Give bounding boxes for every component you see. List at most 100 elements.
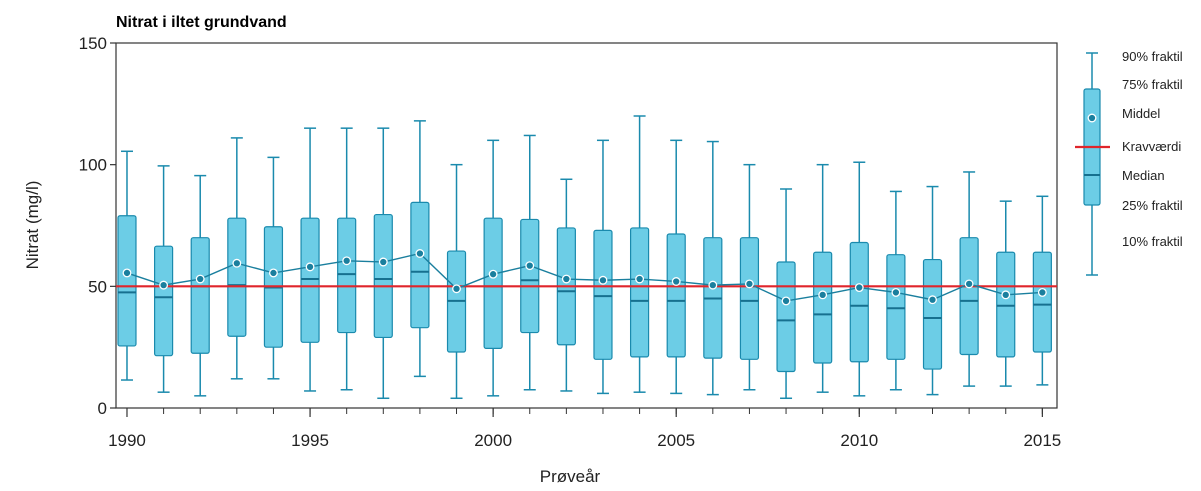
mean-point xyxy=(928,295,937,305)
x-tick-label: 2015 xyxy=(1023,431,1061,450)
box-2002 xyxy=(556,178,576,392)
mean-point xyxy=(452,284,461,294)
mean-point xyxy=(122,268,132,278)
box-iqr xyxy=(666,233,686,358)
box-iqr xyxy=(483,217,503,349)
box-iqr xyxy=(410,201,430,329)
mean-point xyxy=(818,290,828,300)
box-iqr xyxy=(1032,251,1052,353)
mean-point xyxy=(781,296,791,306)
box-2009 xyxy=(813,163,833,393)
y-axis-label: Nitrat (mg/l) xyxy=(23,181,42,270)
box-iqr xyxy=(996,251,1016,358)
mean-point xyxy=(708,280,718,290)
box-iqr xyxy=(190,237,210,354)
box-2000 xyxy=(483,139,503,397)
box-iqr xyxy=(922,258,943,370)
mean-point xyxy=(195,274,205,284)
box-2007 xyxy=(739,163,760,391)
legend-label-p75: 75% fraktil xyxy=(1122,77,1183,92)
box-iqr xyxy=(520,218,540,334)
box-2014 xyxy=(996,200,1016,387)
mean-point xyxy=(488,269,498,279)
mean-point xyxy=(671,277,681,286)
mean-point xyxy=(525,261,535,271)
box-iqr xyxy=(629,227,650,358)
box-iqr xyxy=(373,213,393,339)
box-1993 xyxy=(227,137,247,380)
legend-label-p90: 90% fraktil xyxy=(1122,49,1183,64)
mean-point xyxy=(854,283,864,292)
mean-point xyxy=(415,249,425,258)
mean-point xyxy=(342,256,352,266)
box-iqr xyxy=(337,217,357,334)
y-tick-label: 0 xyxy=(98,399,107,418)
box-2015 xyxy=(1032,195,1052,386)
box-iqr xyxy=(227,217,247,337)
mean-point xyxy=(561,274,571,284)
box-iqr xyxy=(739,237,760,360)
y-tick-label: 50 xyxy=(88,277,107,296)
mean-point xyxy=(598,275,608,285)
chart-title: Nitrat i iltet grundvand xyxy=(116,14,287,31)
box-2006 xyxy=(703,140,723,396)
mean-point xyxy=(635,274,645,284)
box-2011 xyxy=(886,190,906,391)
mean-point xyxy=(744,279,754,289)
mean-point xyxy=(268,268,278,278)
x-tick-label: 2000 xyxy=(474,431,512,450)
legend-mean-point xyxy=(1087,113,1097,123)
y-tick-label: 150 xyxy=(79,34,107,53)
box-2005 xyxy=(666,139,686,395)
plot-frame xyxy=(115,42,1058,409)
box-1995 xyxy=(300,127,320,392)
x-tick-label: 2010 xyxy=(840,431,878,450)
box-1992 xyxy=(190,174,210,397)
mean-point xyxy=(1001,290,1011,300)
box-2012 xyxy=(922,185,943,396)
legend-label-p25: 25% fraktil xyxy=(1122,198,1183,213)
box-iqr xyxy=(959,237,979,356)
box-2013 xyxy=(959,171,979,387)
legend: 90% fraktil 75% fraktil Middel Kravværdi Med… xyxy=(1075,49,1183,276)
box-iqr xyxy=(849,241,869,363)
x-tick-label: 2005 xyxy=(657,431,695,450)
box-2003 xyxy=(593,139,613,395)
box-1996 xyxy=(337,127,357,391)
box-1991 xyxy=(153,165,174,393)
box-iqr xyxy=(153,245,174,357)
box-iqr xyxy=(593,229,613,360)
box-iqr xyxy=(300,217,320,343)
box-1994 xyxy=(263,156,284,380)
mean-point xyxy=(964,279,974,289)
box-iqr xyxy=(117,215,137,347)
box-1990 xyxy=(117,150,137,381)
box-1997 xyxy=(373,127,393,400)
mean-point xyxy=(891,287,901,297)
mean-line xyxy=(126,252,1043,302)
x-tick-label: 1995 xyxy=(291,431,329,450)
x-axis-label: Prøveår xyxy=(540,467,601,486)
mean-point xyxy=(159,280,169,290)
mean-point xyxy=(1037,287,1047,297)
mean-point xyxy=(305,262,315,272)
box-iqr xyxy=(813,251,833,364)
box-iqr xyxy=(776,261,796,373)
y-tick-label: 100 xyxy=(79,156,107,175)
legend-label-median: Median xyxy=(1122,168,1165,183)
box-1999 xyxy=(446,163,467,400)
box-2008 xyxy=(776,188,796,400)
box-iqr xyxy=(886,254,906,360)
box-2010 xyxy=(849,161,869,397)
legend-label-mean: Middel xyxy=(1122,106,1160,121)
legend-label-threshold: Kravværdi xyxy=(1122,139,1181,154)
x-tick-label: 1990 xyxy=(108,431,146,450)
box-2004 xyxy=(629,115,650,393)
plot-area: 0 50 100 150 1990 1995 2000 2005 2010 2015 xyxy=(79,34,1062,450)
box-2001 xyxy=(520,134,540,391)
legend-label-p10: 10% fraktil xyxy=(1122,234,1183,249)
mean-point xyxy=(378,257,388,267)
mean-point xyxy=(232,258,242,268)
